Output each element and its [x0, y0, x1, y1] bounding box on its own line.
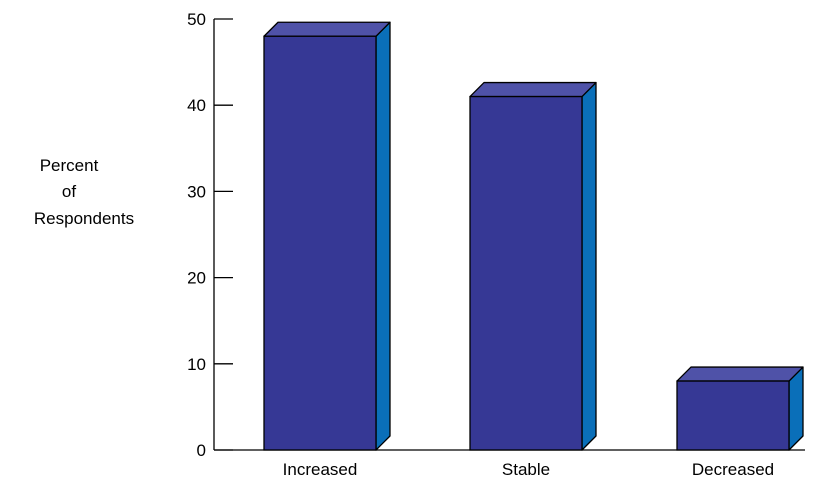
- bar: [676, 366, 804, 451]
- y-tick-label: 40: [187, 96, 206, 115]
- bar-side-face: [375, 21, 391, 451]
- y-tick-label: 50: [187, 10, 206, 29]
- bar-front-face: [676, 380, 790, 451]
- bar-top-face: [263, 21, 391, 37]
- bar-top-face: [469, 81, 597, 98]
- bar-top-face: [676, 366, 804, 382]
- y-tick-label: 0: [197, 441, 206, 460]
- bar-front-face: [263, 35, 377, 451]
- bar: [263, 21, 391, 451]
- bars: [263, 21, 804, 451]
- x-tick-label: Decreased: [692, 460, 774, 479]
- y-tick-label: 30: [187, 182, 206, 201]
- x-tick-label: Increased: [283, 460, 358, 479]
- y-axis-title-line-3: Respondents: [34, 209, 134, 228]
- y-axis-ticks: 0 10 20 30 40 50: [187, 10, 233, 460]
- y-axis-title-line-2: of: [62, 182, 76, 201]
- y-axis-title-line-1: Percent: [40, 156, 99, 175]
- bar: [469, 81, 597, 451]
- y-axis-title: Percent of Respondents: [34, 156, 134, 228]
- x-axis-tick-labels: Increased Stable Decreased: [283, 460, 774, 479]
- bar-side-face: [581, 81, 597, 451]
- y-tick-label: 20: [187, 269, 206, 288]
- x-tick-label: Stable: [502, 460, 550, 479]
- bar-front-face: [469, 95, 583, 451]
- y-tick-label: 10: [187, 355, 206, 374]
